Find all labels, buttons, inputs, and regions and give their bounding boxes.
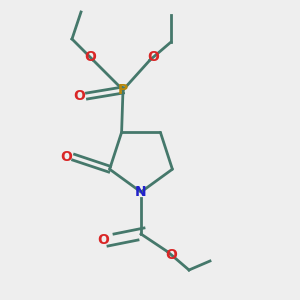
Text: O: O: [60, 150, 72, 164]
Text: O: O: [98, 233, 110, 247]
Text: O: O: [147, 50, 159, 64]
Text: O: O: [165, 248, 177, 262]
Text: N: N: [135, 185, 147, 199]
Text: O: O: [74, 89, 86, 103]
Text: O: O: [84, 50, 96, 64]
Text: P: P: [118, 83, 128, 97]
